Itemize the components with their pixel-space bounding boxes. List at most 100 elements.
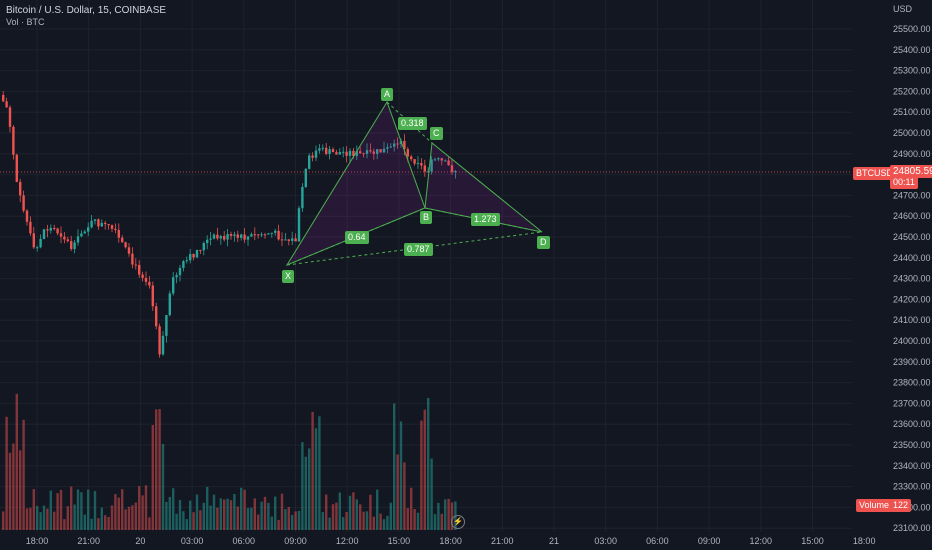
harmonic-pattern[interactable]	[285, 100, 543, 267]
candle-body	[308, 155, 311, 169]
candle-body	[97, 219, 100, 227]
ratio-ab[interactable]: 0.318	[398, 117, 427, 130]
pattern-point-x[interactable]: X	[282, 270, 295, 283]
candle-body	[301, 186, 304, 209]
ratio-xb[interactable]: 0.64	[345, 231, 369, 244]
price-tick: 24900.00	[893, 149, 931, 159]
candle-body	[195, 249, 199, 258]
volume-bar	[335, 502, 338, 530]
pattern-point-b[interactable]: B	[420, 211, 433, 224]
volume-bar	[144, 485, 148, 530]
candle-body	[389, 146, 392, 148]
volume-bar	[93, 490, 97, 530]
candle-body	[250, 234, 253, 237]
candle-body	[355, 151, 358, 157]
volume-bar	[226, 498, 229, 530]
volume-bar	[66, 506, 69, 530]
volume-bar	[410, 487, 413, 530]
volume-bar	[277, 519, 280, 530]
time-tick: 09:00	[284, 536, 307, 546]
volume-axis-label: Volume	[856, 499, 893, 512]
candle-body	[260, 234, 263, 236]
volume-bar	[8, 452, 12, 530]
volume-bar	[355, 499, 358, 530]
candle-body	[158, 326, 161, 355]
candle-body	[192, 254, 195, 258]
volume-bar	[444, 499, 447, 530]
volume-bar	[338, 492, 341, 530]
candle-body	[87, 227, 90, 232]
volume-bar	[399, 421, 403, 530]
candle-body	[352, 150, 355, 157]
volume-bar	[386, 515, 389, 530]
volume-bar	[342, 517, 345, 530]
candle-body	[437, 158, 440, 160]
price-tick: 23900.00	[893, 357, 931, 367]
volume-bar	[250, 507, 253, 530]
volume-bar	[151, 425, 154, 530]
candle-body	[39, 238, 42, 248]
candle-body	[141, 274, 144, 278]
volume-bar	[209, 505, 212, 530]
candle-body	[229, 234, 233, 236]
volume-bar	[321, 512, 324, 530]
candle-body	[148, 281, 151, 286]
last-price-value: 24805.59	[890, 165, 932, 178]
volume-bar	[263, 496, 267, 530]
candle-body	[359, 151, 362, 154]
volume-bar	[63, 519, 66, 530]
volume-bar	[59, 489, 63, 530]
candle-body	[280, 239, 284, 241]
candle-body	[416, 163, 420, 165]
candle-body	[144, 277, 148, 282]
candle-body	[454, 171, 457, 173]
price-tick: 24700.00	[893, 190, 931, 200]
volume-bar	[189, 500, 192, 530]
volume-bar	[121, 489, 124, 530]
time-tick: 21:00	[77, 536, 100, 546]
time-axis[interactable]: 18:00 21:00 20 03:00 06:00 09:00 12:00 15:00 18:…	[26, 536, 876, 546]
volume-bar	[148, 517, 151, 530]
candle-body	[325, 147, 328, 154]
pattern-point-c[interactable]: C	[430, 127, 443, 140]
volume-bar	[216, 507, 219, 530]
volume-bar	[359, 504, 362, 530]
candle-body	[386, 147, 389, 149]
ratio-xd[interactable]: 0.787	[404, 243, 433, 256]
candle-body	[114, 228, 117, 230]
volume-bar	[318, 416, 321, 530]
volume-bar	[352, 492, 355, 530]
volume-bar	[416, 512, 420, 530]
candle-body	[59, 233, 63, 237]
volume-bar	[117, 497, 120, 530]
pattern-point-d[interactable]: D	[537, 236, 550, 249]
price-tick: 23700.00	[893, 398, 931, 408]
volume-bar	[5, 416, 8, 530]
volume-title: Vol · BTC	[6, 17, 45, 27]
volume-bar	[393, 403, 396, 530]
candle-body	[304, 168, 307, 187]
volume-bars	[2, 393, 457, 530]
candle-body	[124, 242, 127, 248]
candle-body	[175, 275, 178, 278]
candle-body	[212, 234, 216, 239]
candle-body	[2, 95, 5, 102]
price-tick: 23500.00	[893, 440, 931, 450]
volume-bar	[104, 515, 107, 530]
candle-body	[396, 143, 399, 145]
volume-bar	[192, 512, 195, 530]
candle-body	[277, 230, 280, 240]
candle-body	[199, 249, 202, 251]
price-tick: 23100.00	[893, 523, 931, 533]
price-tick: 25000.00	[893, 128, 931, 138]
volume-bar	[155, 409, 158, 530]
candle-body	[410, 156, 413, 160]
candle-body	[32, 233, 35, 248]
candle-body	[348, 150, 352, 156]
ratio-bd[interactable]: 1.273	[471, 213, 500, 226]
price-tick: 24200.00	[893, 294, 931, 304]
candle-body	[314, 150, 318, 158]
lightning-icon[interactable]: ⚡	[451, 515, 465, 529]
pattern-point-a[interactable]: A	[381, 88, 394, 101]
